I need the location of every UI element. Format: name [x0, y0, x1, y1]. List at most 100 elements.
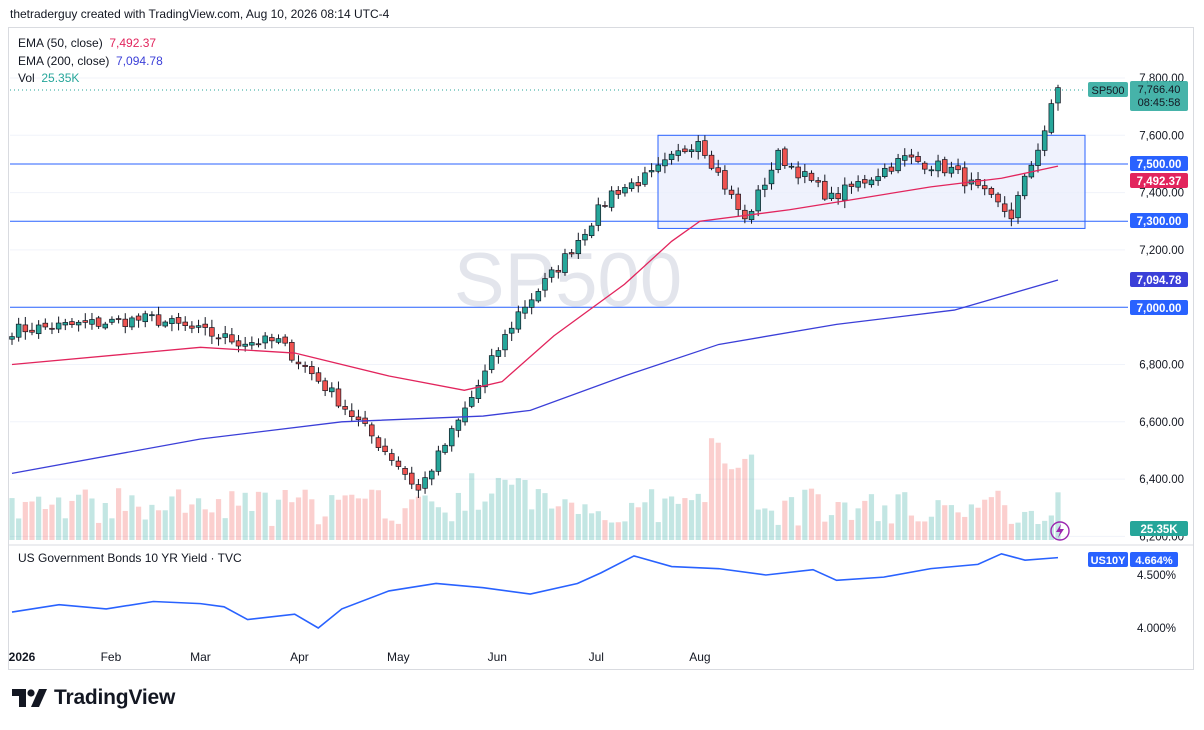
volume-bar: [62, 518, 68, 540]
candle-body: [82, 320, 89, 323]
volume-bar: [235, 505, 242, 540]
volume-bar: [662, 498, 668, 540]
legend-ema200[interactable]: EMA (200, close) 7,094.78: [18, 53, 163, 71]
candle-body: [349, 410, 355, 417]
volume-bar: [782, 500, 788, 540]
volume-bar: [1028, 510, 1034, 540]
yield-pane-title: US Government Bonds 10 YR Yield · TVC: [18, 551, 242, 565]
volume-bar: [962, 516, 968, 540]
volume-bar: [755, 509, 761, 540]
candle-body: [415, 484, 422, 491]
label-7300: 7,300.00: [1130, 213, 1188, 228]
volume-bar: [835, 502, 841, 540]
lightning-icon[interactable]: [1050, 521, 1070, 541]
candle-body: [795, 166, 801, 179]
candle-body: [648, 170, 655, 173]
candle-body: [142, 313, 148, 323]
candle-body: [448, 428, 455, 447]
candle-body: [102, 323, 109, 329]
volume-bar: [295, 497, 302, 540]
candle-body: [389, 453, 395, 461]
volume-bar: [848, 519, 855, 540]
volume-bar: [988, 497, 994, 540]
candle-body: [935, 160, 941, 172]
candle-body: [315, 372, 322, 382]
price-badge-price: 7,766.40: [1138, 84, 1181, 96]
volume-bar: [409, 499, 415, 540]
legend-ema50[interactable]: EMA (50, close) 7,492.37: [18, 35, 163, 53]
candle-body: [608, 190, 615, 208]
volume-bar: [102, 503, 108, 540]
tradingview-logo[interactable]: TradingView: [12, 686, 175, 710]
volume-bar: [282, 490, 288, 540]
volume-bar: [242, 492, 248, 540]
volume-bar: [195, 498, 202, 540]
volume-bar: [302, 489, 308, 540]
volume-bar: [968, 504, 974, 540]
candle-body: [382, 445, 388, 453]
candle-body: [782, 148, 788, 166]
volume-bar: [908, 515, 915, 540]
candle-body: [981, 185, 988, 190]
volume-bar: [115, 488, 122, 540]
volume-bar: [175, 489, 182, 540]
candle-body: [109, 318, 115, 323]
volume-bar: [702, 502, 708, 540]
candle-body: [708, 154, 715, 169]
candle-body: [408, 472, 415, 485]
price-badge[interactable]: SP500 7,766.40 08:45:58: [1088, 81, 1188, 111]
candle-body: [922, 162, 928, 170]
candle-body: [762, 184, 768, 190]
label-volume: 25.35K: [1130, 521, 1188, 536]
candle-body: [788, 165, 795, 168]
candle-body: [855, 181, 861, 188]
candle-body: [568, 252, 575, 255]
candle-body: [695, 141, 701, 152]
candle-body: [488, 355, 495, 370]
volume-bar: [1042, 520, 1048, 540]
time-axis[interactable]: 2026 Feb Mar Apr May Jun Jul Aug: [9, 650, 711, 664]
volume-bar: [522, 479, 528, 540]
volume-bar: [442, 512, 448, 540]
volume-bar: [768, 510, 775, 540]
price-tick-label: 7,400.00: [1139, 188, 1184, 200]
volume-bar: [748, 454, 755, 540]
price-tick-label: 6,800.00: [1139, 360, 1184, 372]
yield-badge[interactable]: US10Y 4.664%: [1088, 552, 1178, 567]
volume-bar: [1015, 522, 1021, 540]
volume-bar: [922, 521, 928, 540]
legend-ema200-label: EMA (200, close): [18, 53, 110, 68]
volume-bar: [795, 525, 801, 540]
candle-body: [642, 172, 648, 185]
volume-bar: [1022, 511, 1028, 540]
volume-bar: [762, 508, 768, 540]
volume-bar: [462, 510, 468, 540]
time-tick-label: Feb: [101, 650, 122, 664]
volume-bar: [828, 515, 835, 540]
volume-bar: [36, 496, 42, 540]
volume-bar: [728, 469, 735, 540]
volume-bar: [862, 500, 868, 540]
candle-body: [49, 327, 55, 330]
legend-volume[interactable]: Vol 25.35K: [18, 70, 163, 88]
candle-body: [848, 183, 855, 187]
candle-body: [189, 325, 195, 329]
candle-body: [162, 321, 168, 327]
volume-bar: [489, 493, 495, 540]
volume-bar: [582, 504, 588, 540]
candle-body: [588, 225, 595, 237]
volume-bar: [555, 506, 561, 540]
volume-bar: [502, 479, 508, 540]
label-volume-text: 25.35K: [1140, 524, 1178, 536]
legend-vol-label: Vol: [18, 71, 35, 85]
tradingview-logo-text: TradingView: [54, 686, 176, 709]
price-tick-label: 6,600.00: [1139, 417, 1184, 429]
candle-body: [55, 322, 62, 330]
volume-bar: [335, 499, 342, 540]
candle-body: [868, 179, 875, 186]
candle-body: [748, 211, 755, 221]
volume-bar: [322, 516, 328, 540]
volume-bar: [375, 490, 382, 540]
volume-bar: [735, 467, 741, 540]
